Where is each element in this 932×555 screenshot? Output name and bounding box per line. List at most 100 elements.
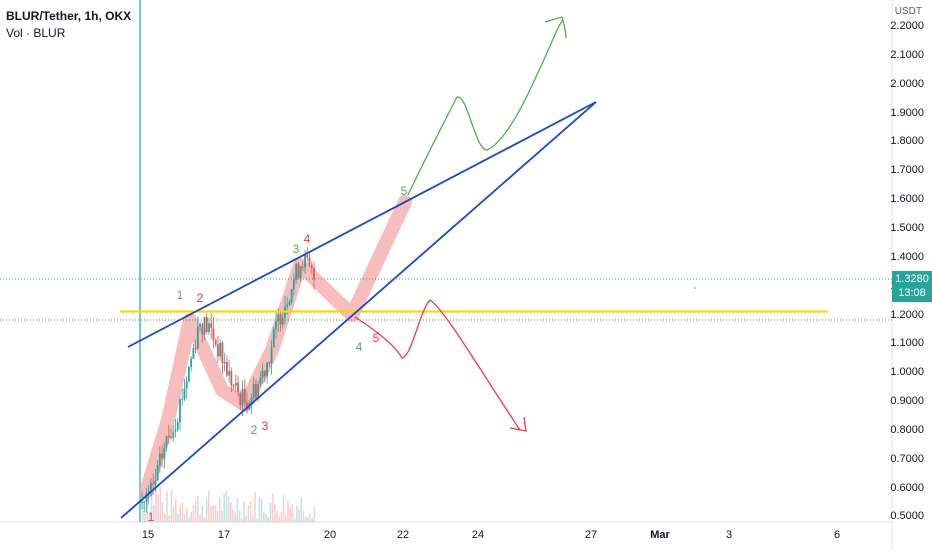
candle-body [313, 267, 315, 280]
volume-bar [243, 501, 245, 522]
chart-legend: BLUR/Tether, 1h, OKX Vol · BLUR [6, 8, 131, 42]
volume-bar [205, 498, 208, 522]
volume-bar [186, 508, 188, 522]
candle-body [205, 317, 208, 332]
candle-body [145, 493, 148, 503]
price-tick-label: 1.4000 [890, 250, 924, 263]
candle-body [174, 429, 177, 432]
volume-bar [142, 494, 144, 522]
volume-bar [293, 518, 296, 522]
volume-bar [289, 506, 291, 522]
volume-bar [311, 518, 313, 522]
volume-bar [282, 495, 285, 522]
volume-bar [307, 516, 309, 522]
volume-bar [159, 485, 162, 522]
candle-body [154, 480, 157, 485]
volume-bar [258, 497, 261, 522]
last-price-value: 1.3280 [895, 273, 929, 285]
candle-body [203, 317, 206, 335]
wedge-lower-trendline [120, 101, 597, 519]
volume-bar [166, 490, 168, 522]
symbol-title[interactable]: BLUR/Tether, 1h, OKX [6, 9, 132, 23]
candle-body [190, 358, 193, 367]
candle-body [304, 254, 306, 268]
volume-bar [234, 512, 236, 522]
price-tick-label: 1.6000 [890, 193, 924, 206]
candle-body [255, 384, 257, 399]
time-tick-label: 15 [141, 529, 155, 541]
volume-indicator-label[interactable]: Vol · BLUR [6, 26, 66, 40]
price-tick-label: 1.7000 [890, 164, 924, 177]
wave-label-green: 2 [251, 423, 258, 437]
volume-bar [287, 500, 289, 522]
volume-bar [155, 486, 157, 522]
volume-bar [172, 506, 175, 522]
time-tick-label: Mar [650, 529, 670, 541]
volume-bar [194, 500, 197, 522]
price-tick-label: 2.2000 [890, 20, 924, 32]
volume-bar [263, 512, 265, 522]
candle-body [163, 447, 166, 459]
volume-bar [164, 513, 166, 522]
candle-body [239, 392, 242, 406]
volume-bar [267, 516, 269, 522]
candle-body [194, 348, 197, 350]
wave-label-red: 5 [373, 331, 380, 345]
volume-bar [276, 510, 278, 522]
volume-bar [296, 505, 298, 522]
volume-bar [225, 491, 228, 522]
volume-bar [291, 504, 294, 522]
candle-body [306, 254, 309, 258]
wave-label-green: 4 [356, 340, 363, 354]
volume-bar [265, 513, 267, 522]
volume-bar [238, 510, 241, 522]
price-tick-label: 0.5000 [890, 510, 924, 523]
volume-bar [298, 508, 300, 522]
volume-bar [157, 494, 159, 522]
volume-bar [179, 505, 181, 522]
candle-body [225, 362, 228, 376]
volume-bar [232, 509, 234, 522]
wave-label-red: 3 [262, 419, 269, 433]
candle-body [277, 314, 280, 322]
volume-bar [199, 514, 201, 522]
volume-bar [177, 513, 179, 522]
candle-body [172, 431, 175, 438]
time-tick-label: 22 [396, 529, 410, 541]
volume-bar [216, 511, 219, 522]
candle-body [158, 453, 161, 466]
price-tick-label: 1.2000 [890, 308, 924, 321]
volume-bar [280, 512, 283, 522]
candle-body [299, 266, 302, 278]
candle-body [185, 381, 188, 389]
candle-body [261, 370, 264, 378]
candle-body [217, 344, 219, 357]
candle-body [188, 366, 190, 382]
candle-body [147, 490, 150, 494]
price-tick-label: 2.0000 [890, 77, 924, 90]
wave-label-red: 2 [197, 291, 204, 305]
candle-body [230, 371, 233, 386]
volume-bar [302, 510, 305, 522]
price-tick-label: 0.9000 [890, 395, 924, 408]
volume-bar [168, 515, 170, 522]
time-tick-label: 3 [725, 529, 733, 541]
wave-label-green: 5 [401, 184, 408, 198]
volume-bar [214, 505, 217, 522]
volume-bar [227, 496, 230, 522]
volume-bar [285, 514, 287, 522]
volume-bar [208, 490, 210, 522]
small-marker-dot [694, 287, 696, 289]
price-axis-unit: USDT [894, 6, 922, 17]
candle-body [228, 371, 231, 376]
volume-bar [256, 518, 258, 522]
candle-body [196, 326, 199, 349]
candle-body [214, 339, 217, 345]
wave-highlight-path [139, 195, 412, 499]
wave-label-green: 1 [177, 288, 184, 302]
candle-body [243, 388, 246, 403]
volume-bar [309, 513, 311, 522]
volume-bar [150, 489, 153, 522]
